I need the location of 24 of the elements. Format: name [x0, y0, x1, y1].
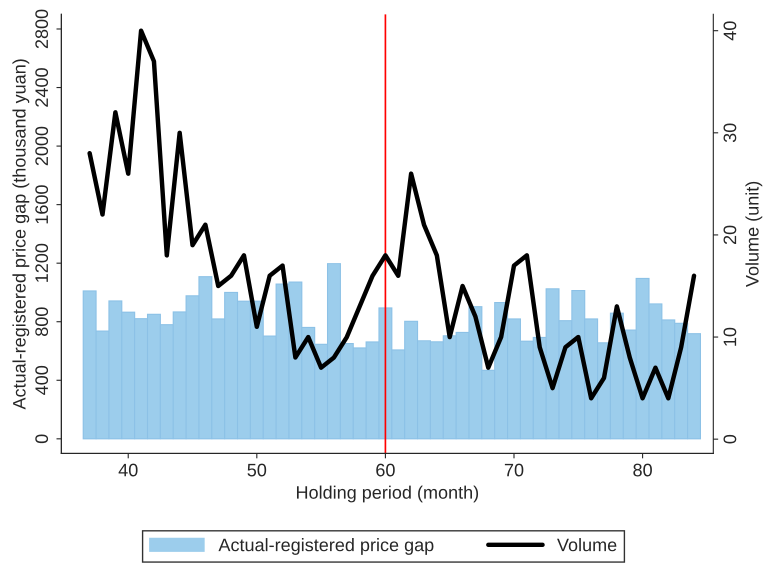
- y2-tick-label: 30: [724, 123, 736, 142]
- y2-tick-label: 20: [724, 226, 736, 244]
- y-tick-label: 800: [35, 307, 48, 336]
- x-tick-label: 80: [633, 464, 652, 476]
- y2-tick-label: 40: [724, 21, 736, 40]
- y2-tick-label: 0: [724, 434, 736, 444]
- y-tick-label: 0: [35, 434, 48, 444]
- y-tick-label: 2800: [35, 10, 48, 48]
- y-tick-label: 400: [35, 366, 48, 395]
- x-tick-label: 40: [118, 464, 138, 476]
- x-axis-title: Holding period (month): [296, 486, 478, 502]
- x-tick-label: 70: [504, 464, 524, 476]
- y-axis-title: Actual-registered price gap (thousand yuan): [12, 59, 30, 410]
- line-series: [87, 28, 696, 401]
- legend-label: Actual-registered price gap: [218, 538, 434, 555]
- y2-axis-title: Volume (unit): [745, 182, 762, 288]
- y2-tick-label: 10: [724, 328, 736, 346]
- x-tick-label: 50: [248, 464, 266, 476]
- y-tick-label: 2000: [35, 126, 48, 166]
- legend-label: Volume: [557, 538, 616, 552]
- y-tick-label: 1200: [35, 244, 48, 282]
- x-tick-label: 60: [376, 464, 395, 476]
- y-tick-label: 1600: [35, 185, 48, 224]
- y-tick-label: 2400: [35, 68, 48, 107]
